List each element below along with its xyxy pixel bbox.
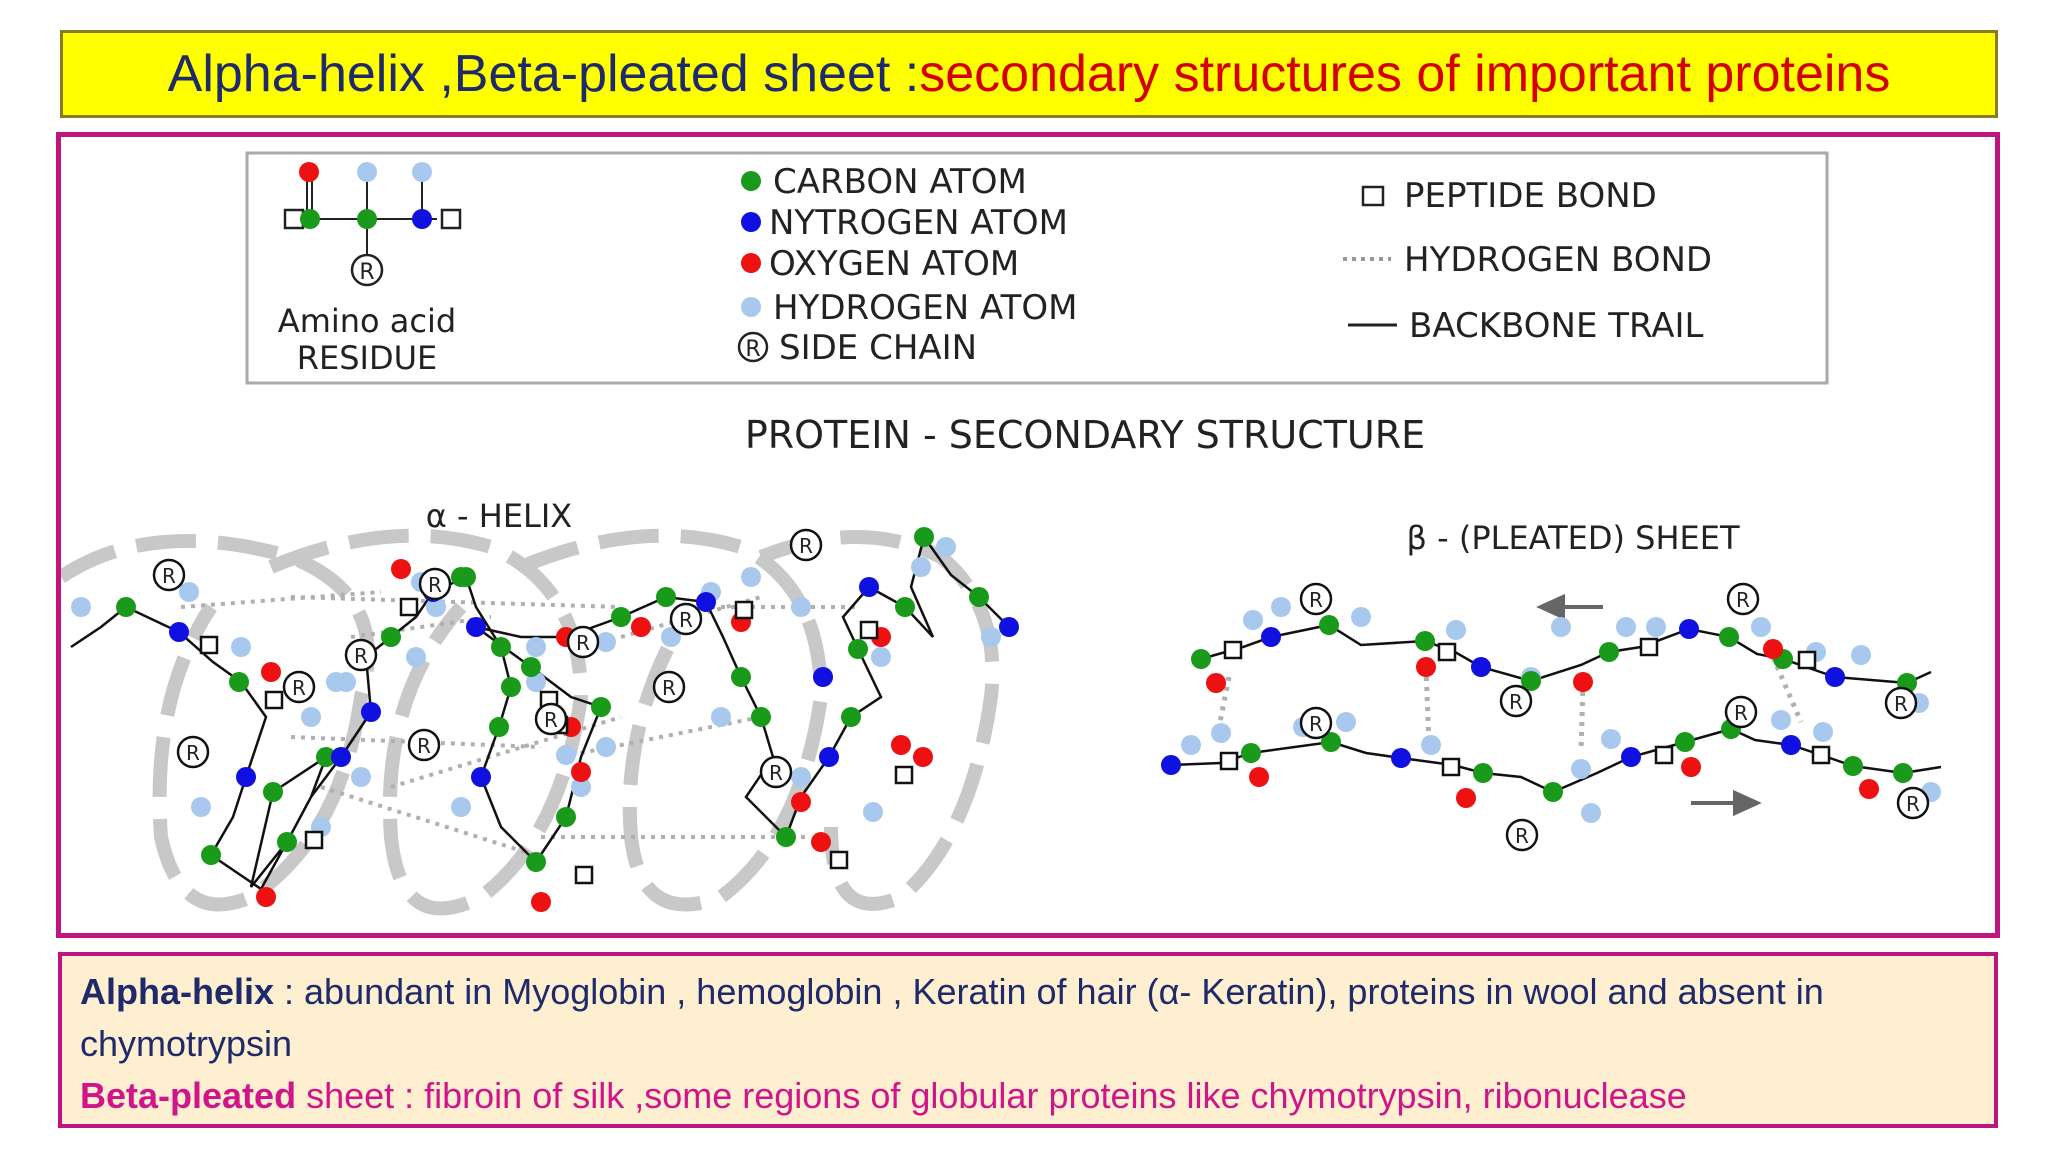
svg-text:R: R — [186, 741, 200, 765]
hydrogen-atom-swatch — [741, 297, 761, 317]
alpha-helix-term: Alpha-helix — [80, 971, 275, 1012]
svg-text:R: R — [544, 708, 558, 732]
beta-sheet-drawing: R R R R R R R R — [1161, 582, 1942, 852]
nitrogen-atom-label: NYTROGEN ATOM — [769, 203, 1068, 243]
svg-text:R: R — [1894, 692, 1908, 716]
svg-text:R: R — [1509, 690, 1523, 714]
svg-text:R: R — [292, 676, 306, 700]
svg-text:R: R — [354, 644, 368, 668]
svg-text:R: R — [576, 631, 590, 655]
svg-text:R: R — [1309, 712, 1323, 736]
title-part-2: secondary structures of important protei… — [919, 45, 1891, 103]
side-chain-label: SIDE CHAIN — [779, 328, 977, 368]
alpha-helix-label: α - HELIX — [426, 497, 572, 535]
residue-side-chain-symbol: R — [359, 260, 374, 285]
svg-text:R: R — [1309, 588, 1323, 612]
amino-acid-residue-icon: R — [283, 162, 462, 287]
nitrogen-atom-swatch — [741, 212, 761, 232]
beta-sheet-description: Beta-pleated sheet : fibroin of silk ,so… — [80, 1070, 1976, 1122]
svg-text:R: R — [162, 564, 176, 588]
svg-text:R: R — [679, 608, 693, 632]
beta-sheet-text: sheet : fibroin of silk ,some regions of… — [296, 1075, 1687, 1116]
svg-text:R: R — [1906, 792, 1920, 816]
alpha-helix-drawing: R R R R R R R R R R R R — [61, 527, 1019, 916]
carbon-atom-label: CARBON ATOM — [773, 162, 1027, 202]
beta-sheet-label: β - (PLEATED) SHEET — [1407, 519, 1740, 557]
svg-text:R: R — [1734, 701, 1748, 725]
svg-text:R: R — [662, 676, 676, 700]
secondary-structure-diagram: R Amino acid RESIDUE CARBON ATOM NYTROGE… — [61, 151, 1942, 916]
title-part-1: Alpha-helix ,Beta-pleated sheet : — [167, 45, 920, 103]
svg-text:R: R — [1736, 588, 1750, 612]
oxygen-atom-label: OXYGEN ATOM — [769, 244, 1019, 284]
svg-text:R: R — [417, 734, 431, 758]
backbone-trail-label: BACKBONE TRAIL — [1409, 306, 1704, 346]
diagram-frame: R Amino acid RESIDUE CARBON ATOM NYTROGE… — [56, 132, 2000, 938]
legend-box — [245, 151, 1829, 385]
peptide-bond-swatch — [1361, 185, 1385, 207]
oxygen-atom-swatch — [741, 253, 761, 273]
hydrogen-atom-label: HYDROGEN ATOM — [773, 288, 1077, 328]
residue-label-line2: RESIDUE — [297, 339, 437, 377]
alpha-helix-description: Alpha-helix : abundant in Myoglobin , he… — [80, 966, 1976, 1070]
slide-title: Alpha-helix ,Beta-pleated sheet : seconda… — [60, 30, 1998, 118]
alpha-helix-text: : abundant in Myoglobin , hemoglobin , K… — [80, 971, 1824, 1064]
description-box: Alpha-helix : abundant in Myoglobin , he… — [58, 952, 1998, 1128]
svg-text:R: R — [769, 761, 783, 785]
svg-text:R: R — [799, 534, 813, 558]
svg-text:R: R — [1515, 824, 1529, 848]
diagram-heading: PROTEIN - SECONDARY STRUCTURE — [745, 413, 1425, 457]
residue-label-line1: Amino acid — [278, 302, 456, 340]
svg-text:R: R — [428, 573, 442, 597]
hydrogen-bond-label: HYDROGEN BOND — [1404, 240, 1712, 280]
carbon-atom-swatch — [741, 171, 761, 191]
side-chain-swatch-symbol: R — [745, 337, 760, 362]
beta-sheet-term: Beta-pleated — [80, 1075, 297, 1116]
side-chain-swatch — [737, 331, 769, 363]
peptide-bond-label: PEPTIDE BOND — [1404, 176, 1657, 216]
